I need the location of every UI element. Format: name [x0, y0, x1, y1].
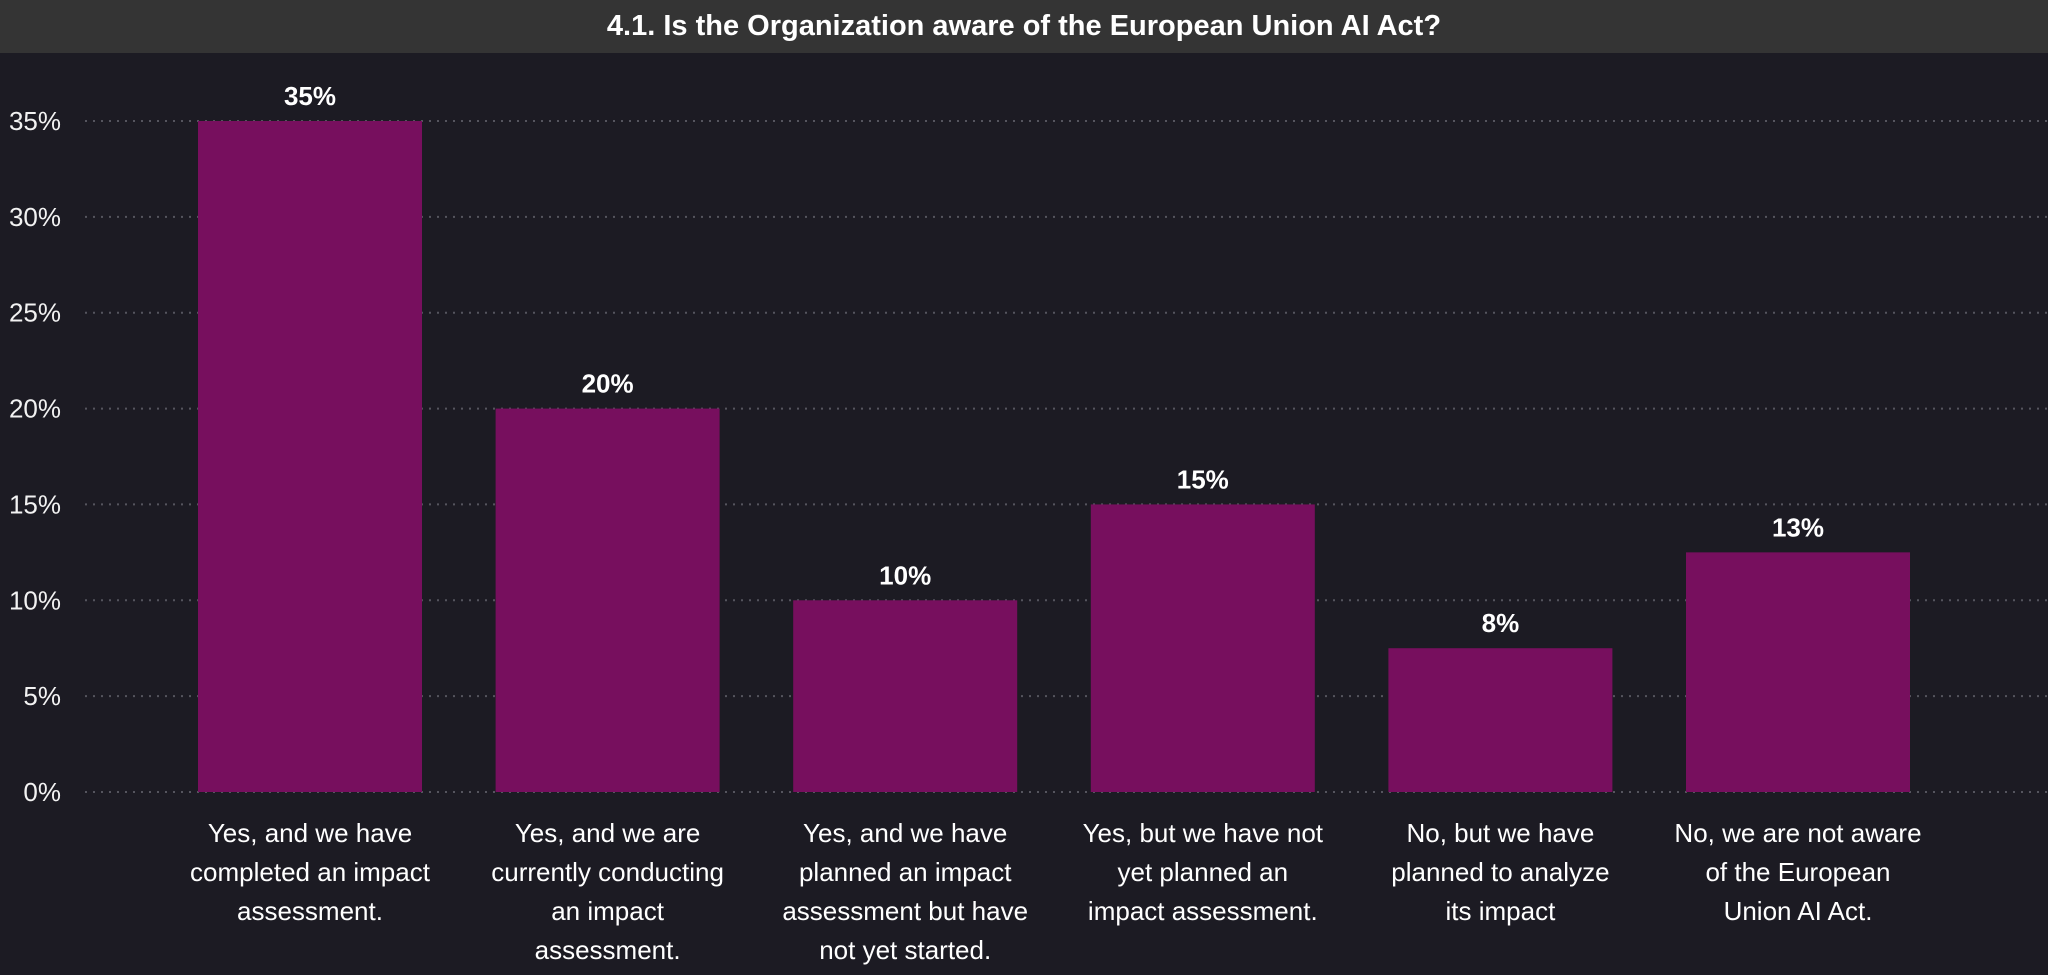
bar — [1090, 504, 1315, 792]
bar — [1686, 552, 1910, 792]
x-category-label: Yes, and we have completed an impact asses… — [190, 818, 431, 926]
data-label: 13% — [1772, 512, 1824, 542]
category-label-line: Yes, but we have not — [1083, 818, 1324, 848]
x-category-label: Yes, and we are currently conducting an im… — [491, 818, 724, 965]
category-label-line: Union AI Act. — [1724, 896, 1873, 926]
category-label-line: impact assessment. — [1088, 896, 1318, 926]
category-label-line: Yes, and we are — [515, 818, 701, 848]
category-label-line: its impact — [1445, 896, 1556, 926]
category-label-line: currently conducting — [491, 857, 724, 887]
category-label-line: yet planned an — [1118, 857, 1289, 887]
chart-title: 4.1. Is the Organization aware of the Eu… — [606, 10, 1442, 42]
category-label-line: completed an impact — [190, 857, 431, 887]
category-label-line: an impact — [551, 896, 664, 926]
category-label-line: assessment. — [535, 935, 681, 965]
title-bar: 4.1. Is the Organization aware of the Eu… — [0, 0, 2048, 53]
category-label-line: Yes, and we have — [208, 818, 412, 848]
y-tick-label: 30% — [9, 202, 61, 232]
category-label-line: of the European — [1705, 857, 1890, 887]
category-label-line: Yes, and we have — [803, 818, 1007, 848]
bar — [1388, 648, 1613, 792]
category-label-line: No, but we have — [1406, 818, 1594, 848]
x-category-label: No, but we have planned to analyze its imp… — [1391, 818, 1609, 926]
y-tick-label: 20% — [9, 394, 61, 424]
data-label: 10% — [879, 560, 931, 590]
data-label: 15% — [1177, 464, 1229, 494]
bar — [495, 408, 720, 792]
y-tick-label: 25% — [9, 298, 61, 328]
data-label: 20% — [582, 369, 634, 399]
category-label-line: planned an impact — [799, 857, 1012, 887]
category-label-line: No, we are not aware — [1674, 818, 1921, 848]
bar — [793, 600, 1018, 792]
x-category-label: Yes, but we have not yet planned an impact… — [1083, 818, 1324, 926]
y-tick-label: 0% — [23, 777, 61, 807]
y-tick-label: 5% — [23, 681, 61, 711]
category-label-line: not yet started. — [819, 935, 991, 965]
x-category-label: No, we are not aware of the European Union… — [1674, 818, 1921, 926]
y-tick-label: 10% — [9, 585, 61, 615]
x-category-label: Yes, and we have planned an impact assessm… — [782, 818, 1028, 965]
category-label-line: planned to analyze — [1391, 857, 1609, 887]
data-label: 35% — [284, 81, 336, 111]
data-label: 8% — [1482, 608, 1520, 638]
y-tick-label: 35% — [9, 106, 61, 136]
y-tick-label: 15% — [9, 489, 61, 519]
category-label-line: assessment. — [237, 896, 383, 926]
bar — [198, 121, 422, 792]
category-label-line: assessment but have — [782, 896, 1028, 926]
